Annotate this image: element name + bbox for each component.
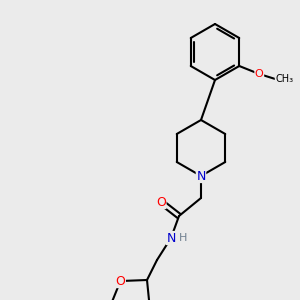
Text: O: O: [116, 274, 125, 287]
Text: H: H: [179, 233, 187, 243]
Text: N: N: [166, 232, 176, 244]
Text: N: N: [196, 169, 206, 182]
Text: CH₃: CH₃: [275, 74, 293, 84]
Text: O: O: [255, 69, 264, 79]
Text: O: O: [156, 196, 166, 208]
